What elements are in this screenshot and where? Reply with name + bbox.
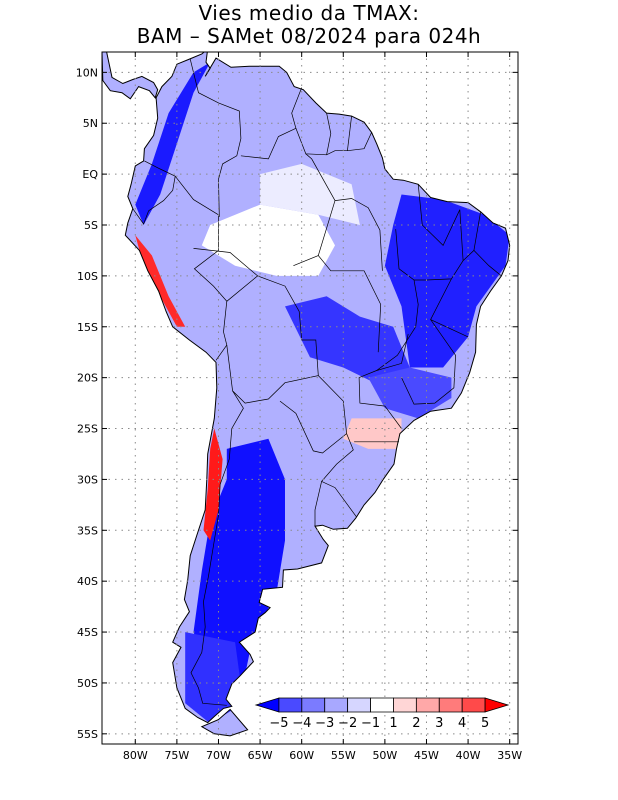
longitude-label: 40W — [456, 749, 481, 762]
colorbar-swatch — [301, 697, 326, 713]
country-border — [473, 250, 502, 277]
country-border — [132, 160, 176, 225]
colorbar-label: −5 — [269, 716, 288, 731]
graticule — [102, 52, 518, 744]
country-border — [376, 326, 416, 371]
country-border — [193, 248, 258, 277]
central-brazil-negative-bias — [285, 296, 410, 388]
chile-andes-positive-bias — [203, 428, 223, 541]
colorbar-label: 5 — [481, 716, 489, 731]
peru-andes-positive-bias — [135, 235, 186, 327]
colorbar: −5 −4 −3 −2 −1 1 2 3 4 5 — [254, 697, 510, 731]
country-border — [174, 175, 228, 361]
colorbar-swatch — [324, 697, 349, 713]
country-border — [384, 405, 402, 429]
country-border — [240, 87, 303, 160]
colorbar-label: 3 — [435, 716, 443, 731]
colorbar-label: −4 — [292, 716, 311, 731]
latitude-label: 5S — [84, 219, 98, 232]
colorbar-label: 1 — [389, 716, 397, 731]
country-border — [358, 333, 409, 407]
latitude-label: 25S — [77, 423, 98, 436]
southeast-brazil-negative-bias — [368, 367, 452, 419]
longitude-label: 60W — [289, 749, 314, 762]
country-border — [279, 375, 347, 454]
colorbar-swatch — [484, 697, 510, 713]
longitude-label: 45W — [414, 749, 439, 762]
longitude-label: 65W — [248, 749, 273, 762]
country-border — [347, 116, 352, 151]
latitude-label: 10N — [76, 66, 98, 79]
latitude-label: 55S — [77, 728, 98, 741]
colorbar-swatch — [393, 697, 417, 713]
colorbar-label: 2 — [412, 716, 420, 731]
latitude-label: 40S — [77, 575, 98, 588]
longitude-label: 50W — [372, 749, 397, 762]
country-border — [293, 255, 382, 353]
country-border — [417, 184, 461, 246]
country-border — [321, 433, 357, 518]
country-border — [190, 390, 244, 706]
chart-title-line-1: Vies medio da TMAX: — [198, 1, 420, 25]
longitude-label: 70W — [206, 749, 231, 762]
longitude-label: 75W — [164, 749, 189, 762]
colorbar-swatch — [278, 697, 303, 713]
country-border — [305, 153, 336, 256]
chart-title-line-2: BAM – SAMet 08/2024 para 024h — [136, 24, 482, 48]
colorbar-swatch — [461, 697, 486, 713]
country-borders — [132, 59, 502, 706]
latitude-label: 20S — [77, 372, 98, 385]
latitude-label: 10S — [77, 270, 98, 283]
latitude-label: 30S — [77, 473, 98, 486]
patagonia-negative-bias — [185, 632, 244, 724]
colorbar-label: −3 — [315, 716, 334, 731]
latitude-label: 35S — [77, 524, 98, 537]
colorbar-swatch — [415, 697, 440, 713]
colorbar-label: −1 — [361, 716, 380, 731]
longitude-label: 55W — [331, 749, 356, 762]
country-border — [401, 319, 456, 405]
andes-north-negative-bias — [135, 62, 211, 226]
country-border — [226, 275, 319, 404]
latitude-label: EQ — [82, 168, 98, 181]
latitude-label: 5N — [83, 117, 98, 130]
longitude-label: 80W — [123, 749, 148, 762]
argentina-negative-bias — [193, 438, 285, 683]
latitude-label: 15S — [77, 321, 98, 334]
colorbar-label: 4 — [458, 716, 466, 731]
country-border — [334, 198, 383, 271]
colorbar-swatch — [347, 697, 371, 713]
country-border — [326, 113, 332, 155]
colorbar-swatch — [438, 697, 463, 713]
latitude-label: 45S — [77, 626, 98, 639]
colorbar-swatch — [370, 697, 394, 713]
country-border — [314, 481, 322, 527]
longitude-label: 35W — [497, 749, 522, 762]
latitude-label: 50S — [77, 677, 98, 690]
colorbar-label: −2 — [338, 716, 357, 731]
south-brazil-positive-bias — [343, 418, 402, 449]
map-frame — [101, 51, 519, 745]
colorbar-swatch — [254, 697, 280, 713]
amazon-weak-negative — [260, 163, 360, 225]
